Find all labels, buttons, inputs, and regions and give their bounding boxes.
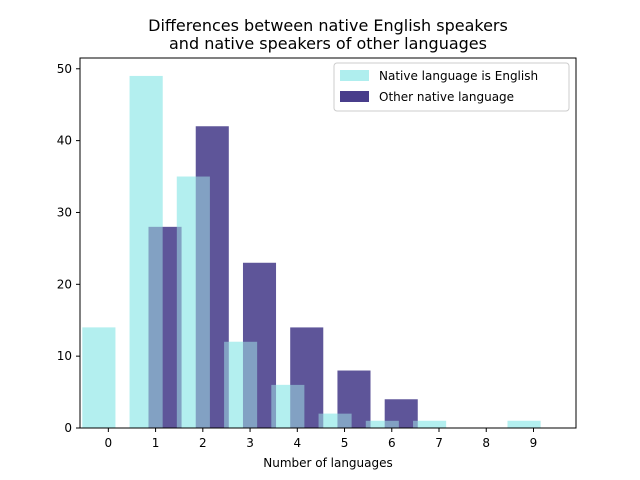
- x-tick-label-4: 4: [293, 436, 301, 450]
- bar-english-overlay-2: [176, 176, 210, 428]
- bar-english-overlay-9: [507, 420, 541, 428]
- legend-swatch-other: [340, 91, 369, 102]
- chart-title-line-2: and native speakers of other languages: [169, 34, 487, 53]
- bar-english-overlay-0: [82, 327, 116, 428]
- y-tick-label-40: 40: [57, 134, 72, 148]
- bars-layer: [82, 75, 541, 428]
- bar-english-overlay-1: [129, 75, 163, 428]
- legend-label-english: Native language is English: [379, 69, 538, 83]
- y-tick-label-10: 10: [57, 349, 72, 363]
- y-tick-label-50: 50: [57, 62, 72, 76]
- x-tick-label-3: 3: [246, 436, 254, 450]
- x-tick-label-6: 6: [388, 436, 396, 450]
- legend-frame: [333, 62, 570, 112]
- x-tick-label-8: 8: [482, 436, 490, 450]
- x-tick-label-7: 7: [435, 436, 443, 450]
- x-tick-label-1: 1: [152, 436, 160, 450]
- legend: Native language is English Other native …: [333, 62, 570, 112]
- y-tick-label-30: 30: [57, 205, 72, 219]
- ticks-layer: 0 1 2 3 4 5 6 7 8 9 0 10 20 30 40 50: [57, 62, 538, 450]
- y-tick-label-0: 0: [64, 421, 72, 435]
- bar-english-overlay-6: [365, 420, 399, 428]
- bar-english-overlay-5: [318, 413, 352, 428]
- x-axis-label: Number of languages: [263, 456, 393, 470]
- y-tick-label-20: 20: [57, 277, 72, 291]
- legend-swatch-english: [340, 70, 369, 81]
- bar-english-overlay-7: [413, 420, 447, 428]
- plot-frame: [79, 57, 577, 429]
- x-tick-label-2: 2: [199, 436, 207, 450]
- x-tick-label-5: 5: [341, 436, 349, 450]
- x-tick-label-9: 9: [530, 436, 538, 450]
- bar-english-overlay-3: [224, 341, 258, 428]
- bar-english-overlay-4: [271, 384, 305, 428]
- x-tick-label-0: 0: [105, 436, 113, 450]
- legend-label-other: Other native language: [379, 90, 514, 104]
- chart-title-line-1: Differences between native English speak…: [148, 16, 508, 35]
